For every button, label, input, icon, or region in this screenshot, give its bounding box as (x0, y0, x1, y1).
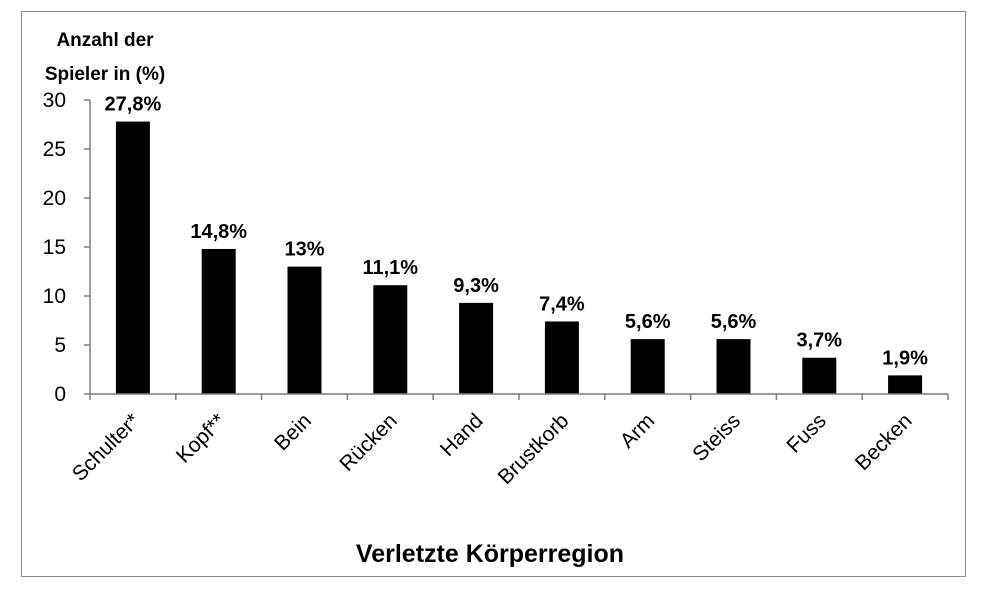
y-tick-label: 30 (43, 89, 66, 112)
bar (115, 121, 150, 394)
bar (544, 321, 579, 394)
y-tick-label: 25 (43, 138, 66, 161)
y-axis-label-line-1: Anzahl der (56, 30, 154, 51)
bar (716, 339, 751, 394)
bar (373, 285, 408, 394)
y-tick-label: 10 (43, 285, 66, 308)
chart-frame (21, 11, 966, 577)
data-label: 5,6% (625, 311, 671, 333)
category-label: Kopf** (172, 409, 230, 467)
category-label: Bein (270, 409, 316, 455)
bars (115, 121, 923, 394)
bar (888, 375, 923, 394)
y-tick-label: 20 (43, 187, 66, 210)
category-label: Arm (616, 409, 659, 452)
data-label: 1,9% (882, 347, 928, 369)
category-label: Fuss (782, 409, 830, 457)
bar (630, 339, 665, 394)
data-label: 5,6% (711, 311, 757, 333)
category-label: Rücken (335, 409, 402, 476)
data-label: 7,4% (539, 293, 585, 315)
category-label: Schulter* (68, 409, 145, 486)
data-label: 27,8% (105, 94, 162, 116)
x-axis-label: Verletzte Körperregion (356, 540, 624, 568)
category-label: Becken (851, 409, 917, 475)
bar (459, 302, 494, 394)
y-axis-ticks: 0 5 10 15 20 25 30 (43, 89, 949, 406)
data-label: 9,3% (453, 275, 499, 297)
category-labels: Schulter* Kopf** Bein Rücken Hand Brustkorb Ar… (68, 409, 917, 489)
bar (802, 357, 837, 394)
bar (201, 248, 236, 394)
y-tick-label: 15 (43, 236, 66, 259)
data-label: 13% (284, 239, 324, 261)
data-label: 11,1% (362, 257, 418, 279)
data-labels: 27,8% 14,8% 13% 11,1% 9,3% 7,4% 5,6% 5,6% 3,7% 1,… (105, 94, 929, 370)
category-label: Steiss (688, 409, 745, 466)
y-axis-label-line-2: Spieler in (%) (45, 64, 165, 85)
data-label: 14,8% (190, 221, 247, 243)
bar (287, 266, 322, 394)
data-label: 3,7% (797, 330, 843, 352)
category-label: Brustkorb (494, 409, 574, 489)
y-tick-label: 0 (54, 383, 66, 406)
y-tick-label: 5 (54, 334, 66, 357)
category-label: Hand (436, 409, 488, 461)
